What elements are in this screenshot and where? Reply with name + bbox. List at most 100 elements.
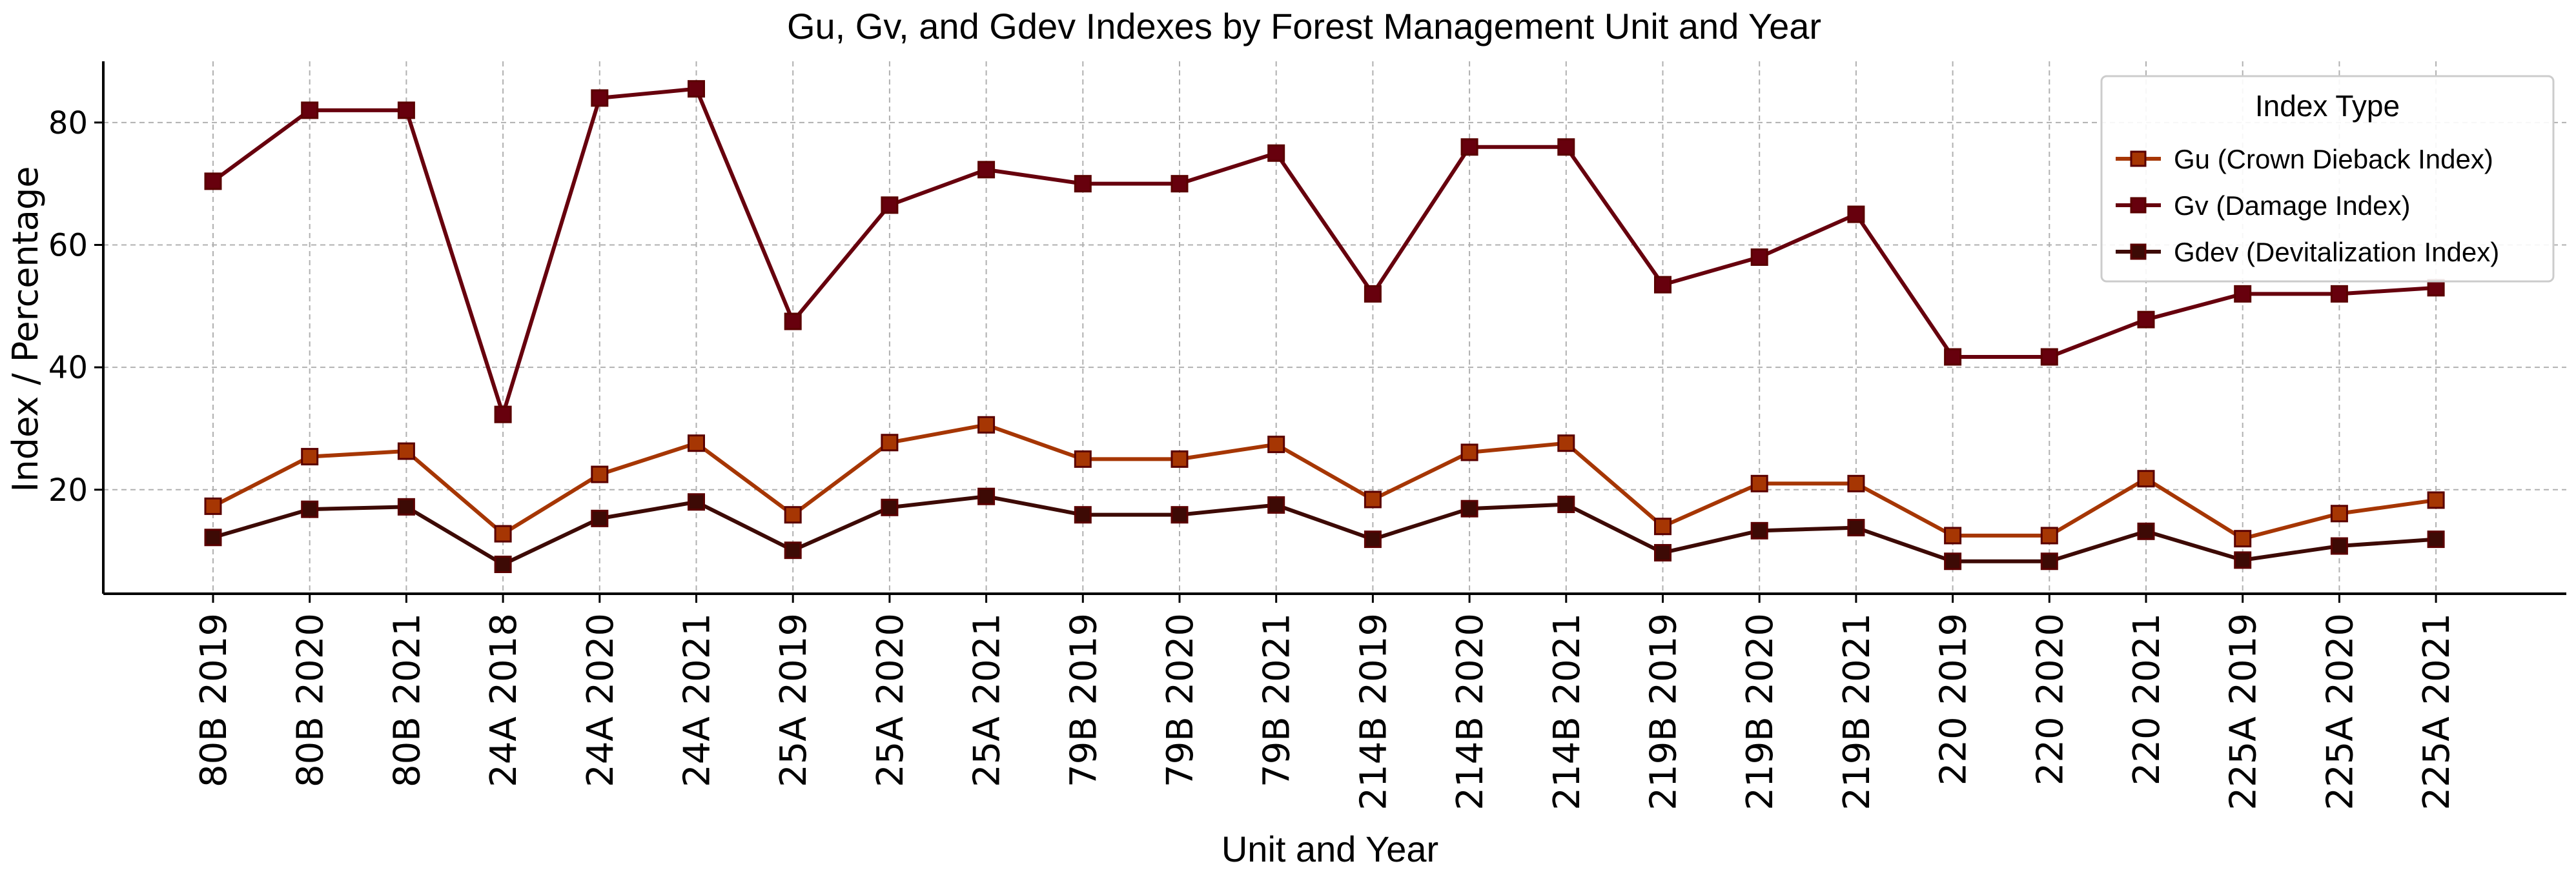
data-point-marker [1364,530,1382,549]
data-point-marker [2330,537,2348,555]
x-tick-label: 220 2019 [1933,613,1975,785]
x-tick-label: 219B 2021 [1836,613,1878,811]
data-point-marker [784,506,802,524]
data-point-marker [1170,175,1189,193]
x-tick-label: 225A 2020 [2319,613,2361,811]
data-point-marker [1074,506,1092,524]
legend-box [2100,75,2555,283]
data-point-marker [494,525,512,543]
data-point-marker [2234,530,2252,548]
series-2 [204,487,2445,573]
y-tick-label: 60 [48,227,88,263]
data-point-marker [1460,443,1478,461]
x-tick-label: 25A 2019 [773,613,815,787]
legend: Index Type Gu (Crown Dieback Index) Gv (Da… [2100,75,2555,283]
axes: 20 40 60 80 80B 2019 80B 2020 80B 2021 24A 2018… [48,61,2566,811]
data-point-marker [204,529,222,547]
data-point-marker [204,497,222,515]
x-tick-label: 220 2021 [2126,613,2168,785]
data-point-marker [2427,491,2445,509]
data-point-marker [1750,521,1768,540]
data-point-marker [1170,506,1189,524]
legend-swatch-marker [2130,197,2147,214]
data-point-marker [2040,527,2058,545]
data-point-marker [1364,285,1382,303]
x-tick-label: 80B 2021 [386,613,428,787]
x-tick-label: 225A 2021 [2416,613,2458,811]
x-tick-label: 220 2020 [2029,613,2071,785]
data-point-marker [1654,543,1671,561]
data-point-marker [1460,500,1478,518]
series-1 [204,80,2445,423]
data-point-marker [1847,205,1865,223]
x-tick-label: 219B 2019 [1643,613,1685,811]
data-point-marker [977,161,996,179]
data-point-marker [784,541,802,560]
data-point-marker [881,196,899,214]
data-point-marker [977,487,996,505]
series-line [212,494,2437,567]
data-point-marker [2234,551,2252,569]
x-tick-label: 24A 2018 [483,613,525,787]
data-point-marker [1750,474,1768,492]
data-point-marker [2137,522,2155,540]
data-point-marker [881,434,899,452]
x-tick-label: 79B 2019 [1063,613,1105,787]
data-point-marker [1944,348,1962,366]
series-line [212,423,2437,541]
x-tick-label: 79B 2021 [1256,613,1298,787]
data-point-marker [1847,474,1865,492]
y-tick-label: 20 [48,472,88,509]
data-point-marker [688,434,705,452]
data-point-marker [977,416,996,434]
data-point-marker [301,448,319,466]
legend-label: Gv (Damage Index) [2174,190,2410,221]
data-point-marker [494,405,512,423]
data-point-marker [1557,434,1575,452]
x-axis-label: Unit and Year [1222,829,1438,869]
data-point-marker [1267,436,1285,454]
legend-label: Gu (Crown Dieback Index) [2174,144,2493,174]
series-0 [204,416,2445,548]
data-point-marker [1557,138,1575,156]
data-point-marker [2234,285,2252,303]
y-tick-label: 40 [48,350,88,386]
data-point-marker [397,442,415,460]
legend-swatch-marker [2130,243,2147,260]
data-point-marker [688,80,705,98]
data-point-marker [591,465,609,483]
data-point-marker [1557,496,1575,514]
data-point-marker [591,89,609,107]
x-tick-label: 25A 2020 [870,613,912,787]
data-point-marker [688,493,705,511]
data-point-marker [494,555,512,573]
data-point-marker [1750,248,1768,266]
data-point-marker [1267,144,1285,162]
data-point-marker [1944,552,1962,571]
x-tick-label: 25A 2021 [966,613,1008,787]
x-tick-label: 214B 2020 [1449,613,1491,811]
x-tick-label: 80B 2019 [193,613,235,787]
data-point-marker [1364,490,1382,509]
data-point-marker [1074,175,1092,193]
y-axis-label: Index / Percentage [5,167,46,492]
data-point-marker [1654,518,1671,536]
x-tick-label: 80B 2020 [290,613,332,787]
legend-title: Index Type [2255,89,2400,123]
data-point-marker [1170,450,1189,468]
data-point-marker [397,101,415,119]
data-point-marker [1847,519,1865,537]
data-point-marker [1944,527,1962,545]
data-point-marker [2330,505,2348,523]
data-point-marker [881,498,899,516]
x-tick-label: 214B 2019 [1353,613,1395,811]
legend-swatch-marker [2130,150,2147,167]
data-point-marker [301,500,319,518]
data-point-marker [2137,470,2155,488]
data-point-marker [784,312,802,330]
data-point-marker [1460,138,1478,156]
data-point-marker [1074,450,1092,468]
x-tick-label: 24A 2021 [677,613,719,787]
data-point-marker [397,498,415,516]
